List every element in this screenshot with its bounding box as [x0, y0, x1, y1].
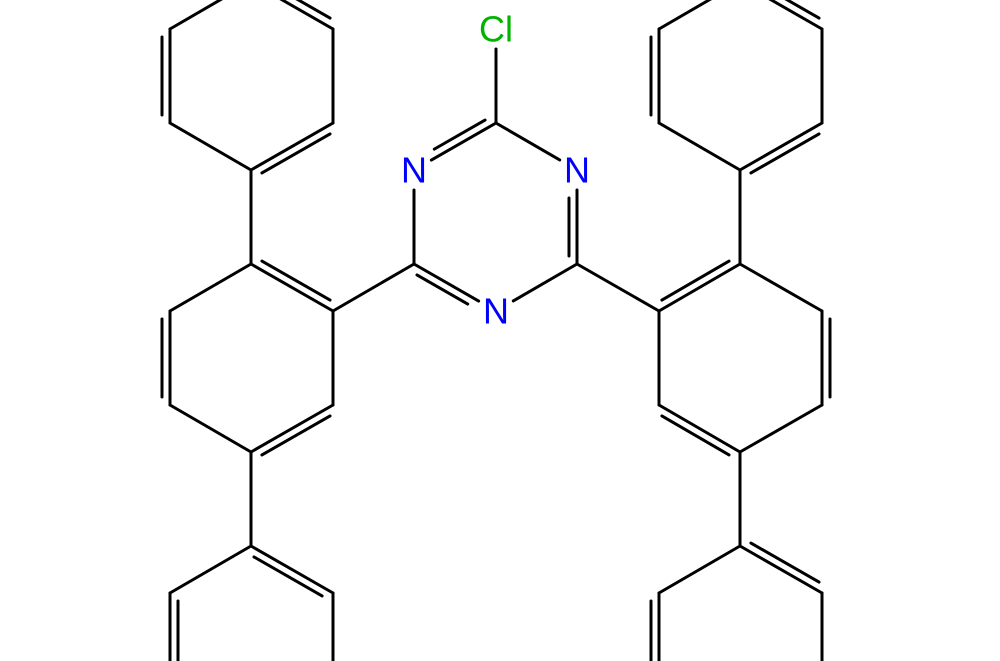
bond — [740, 405, 822, 452]
bond — [513, 264, 577, 301]
bond — [251, 0, 333, 29]
bond — [662, 261, 729, 300]
bond — [251, 405, 333, 452]
bond — [659, 264, 740, 311]
bond — [414, 264, 479, 301]
bond — [262, 261, 330, 300]
bond — [251, 123, 333, 170]
bond — [170, 405, 251, 452]
bond — [251, 264, 333, 311]
bond — [170, 0, 251, 29]
atom-label-n: N — [564, 150, 590, 191]
bond — [431, 123, 496, 160]
bond — [740, 546, 822, 593]
bond — [740, 123, 822, 170]
bond — [659, 546, 740, 593]
bond — [254, 557, 322, 596]
bond — [170, 546, 251, 593]
bond — [740, 0, 822, 29]
bond — [659, 405, 740, 452]
bond — [170, 264, 251, 311]
bond — [170, 123, 251, 170]
bond — [662, 416, 729, 455]
bond — [262, 134, 330, 173]
atom-label-cl: Cl — [479, 9, 513, 50]
molecule-diagram: Cl N N N — [0, 0, 1000, 661]
bond — [333, 264, 414, 311]
bond — [740, 264, 822, 311]
atom-label-n: N — [401, 150, 427, 191]
bond — [251, 546, 333, 593]
bond — [577, 264, 659, 311]
bond — [659, 0, 740, 29]
atom-label-n: N — [483, 291, 509, 332]
bond — [262, 416, 330, 455]
bond — [496, 123, 560, 160]
bond — [659, 123, 740, 170]
bond — [751, 543, 819, 582]
bond — [751, 134, 819, 173]
